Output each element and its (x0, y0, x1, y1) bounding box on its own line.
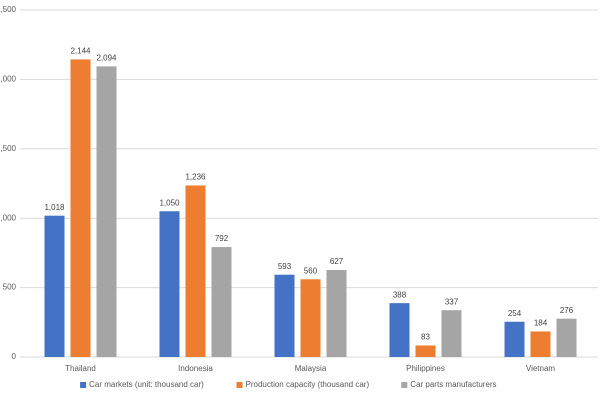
y-tick-label: 2,500 (0, 5, 17, 14)
legend-label: Production capacity (thousand car) (246, 380, 370, 389)
x-tick-label: Indonesia (178, 364, 213, 373)
bar (159, 211, 180, 357)
y-tick-label: 500 (3, 283, 17, 292)
bar (185, 185, 206, 357)
bar (274, 274, 295, 357)
x-tick-label: Vietnam (526, 364, 556, 373)
bar (556, 318, 577, 357)
legend-label: Car parts manufacturers (410, 380, 496, 389)
y-tick-label: 1,500 (0, 144, 17, 153)
legend-swatch (80, 382, 87, 388)
value-label: 337 (445, 297, 459, 306)
value-label: 2,144 (70, 47, 91, 56)
value-label: 627 (330, 257, 344, 266)
legend-label: Car markets (unit: thousand car) (89, 380, 204, 389)
bar (44, 215, 65, 357)
bar (504, 321, 525, 357)
bar (326, 269, 347, 357)
bar (415, 345, 436, 357)
value-label: 276 (560, 306, 574, 315)
value-label: 2,094 (96, 53, 117, 62)
x-tick-label: Philippines (406, 364, 445, 373)
value-label: 560 (304, 266, 318, 275)
legend-swatch (236, 382, 243, 388)
y-tick-label: 0 (12, 352, 17, 361)
bar (389, 303, 410, 357)
value-label: 792 (215, 234, 229, 243)
x-tick-label: Thailand (65, 364, 96, 373)
value-label: 1,236 (185, 173, 206, 182)
value-label: 254 (508, 309, 522, 318)
y-tick-label: 1,000 (0, 213, 17, 222)
value-label: 1,050 (159, 198, 180, 207)
value-label: 593 (278, 262, 292, 271)
legend-swatch (401, 382, 408, 388)
value-label: 1,018 (44, 203, 65, 212)
bar (530, 331, 551, 357)
bar (441, 310, 462, 357)
value-label: 83 (421, 333, 430, 342)
value-label: 388 (393, 290, 407, 299)
y-tick-label: 2,000 (0, 75, 17, 84)
bar (96, 66, 117, 358)
x-tick-label: Malaysia (295, 364, 327, 373)
bar (211, 247, 232, 357)
value-label: 184 (534, 319, 548, 328)
bar (70, 59, 91, 357)
bar (300, 279, 321, 357)
